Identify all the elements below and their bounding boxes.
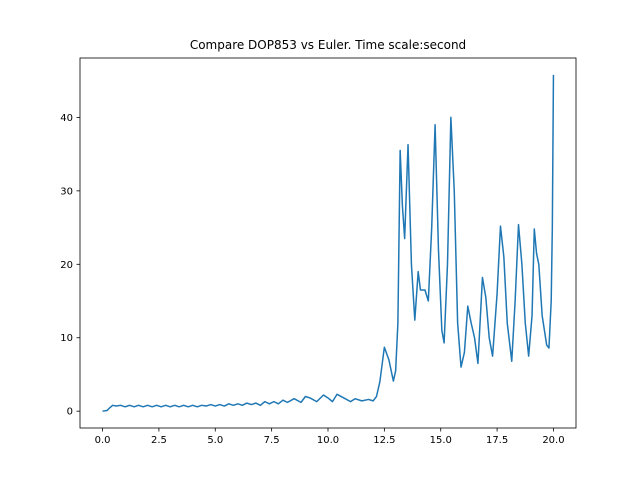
x-tick-label: 2.5	[151, 435, 167, 446]
x-tick-label: 7.5	[264, 435, 280, 446]
x-tick-label: 10.0	[317, 435, 339, 446]
y-tick-label: 30	[60, 186, 73, 197]
x-tick-label: 17.5	[486, 435, 508, 446]
axes-frame	[79, 57, 577, 429]
y-tick-label: 20	[60, 260, 73, 271]
data-line	[102, 74, 555, 412]
y-tick-label: 0	[67, 407, 73, 418]
x-tick-label: 5.0	[207, 435, 223, 446]
x-tick-label: 20.0	[542, 435, 564, 446]
y-tick-label: 10	[60, 333, 73, 344]
y-tick-label: 40	[60, 113, 73, 124]
x-tick-label: 15.0	[430, 435, 452, 446]
x-tick-label: 0.0	[95, 435, 111, 446]
x-tick-label: 12.5	[373, 435, 395, 446]
chart-title: Compare DOP853 vs Euler. Time scale:seco…	[190, 38, 466, 52]
